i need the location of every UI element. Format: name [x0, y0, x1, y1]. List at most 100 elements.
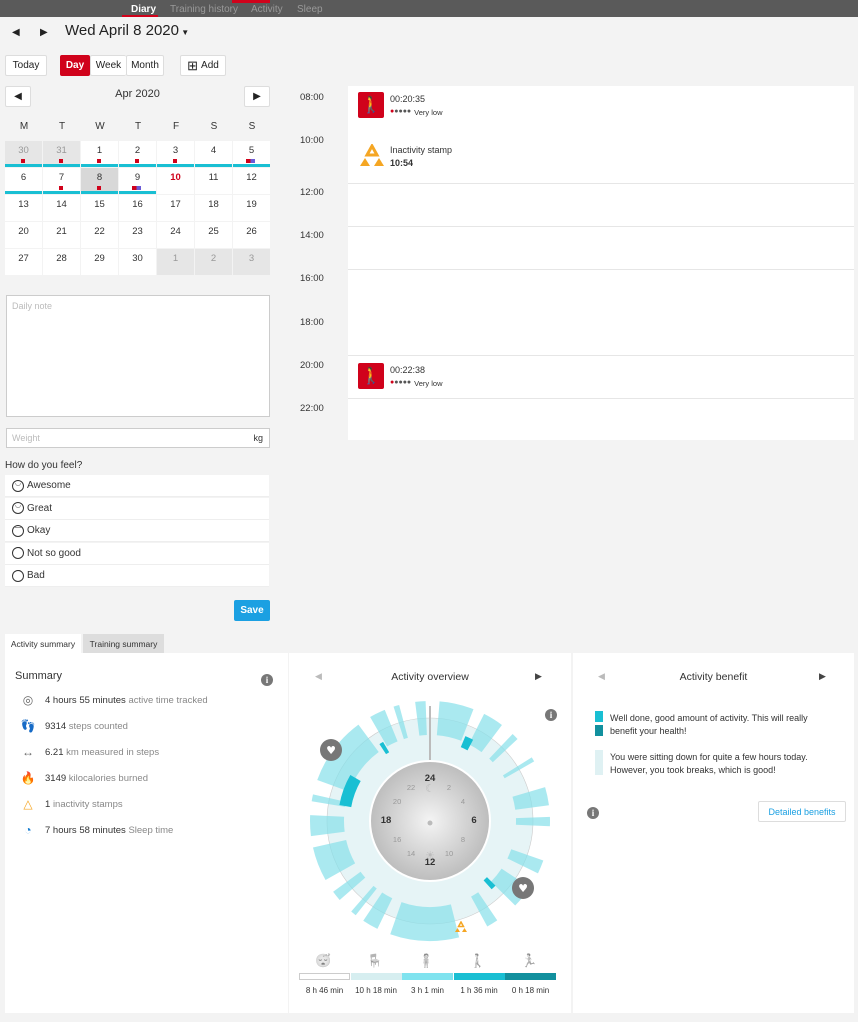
feel-option[interactable]: ◡ Awesome	[5, 475, 269, 497]
calendar-day[interactable]: 2	[195, 249, 232, 275]
calendar-day-number: 20	[18, 226, 29, 237]
calendar-day[interactable]: 12	[233, 168, 270, 194]
walking-activity-icon[interactable]: 🚶	[358, 363, 384, 389]
top-nav: Diary Training history Activity Sleep	[0, 0, 858, 17]
summary-row: △ 1 inactivity stamps	[20, 797, 122, 811]
today-button[interactable]: Today	[5, 55, 47, 76]
week-view-button[interactable]: Week	[90, 55, 126, 76]
daily-note-textarea[interactable]: Daily note	[6, 295, 270, 417]
timeline-row	[348, 269, 854, 270]
prev-overview-icon[interactable]: ◀	[315, 671, 322, 681]
calendar-day[interactable]: 22	[81, 222, 118, 248]
calendar-day[interactable]: 25	[195, 222, 232, 248]
calendar-day[interactable]: 23	[119, 222, 156, 248]
smiley-icon: —	[12, 524, 24, 537]
calendar-day[interactable]: 3	[157, 141, 194, 167]
next-day-icon[interactable]: ▶	[40, 27, 48, 38]
legend-label: 10 h 18 min	[355, 986, 397, 995]
next-month-icon[interactable]: ▶	[244, 86, 270, 107]
feel-option[interactable]: — Okay	[5, 520, 269, 542]
clock-minor-label: 8	[460, 835, 465, 844]
legend-swatch	[505, 973, 556, 980]
calendar-day[interactable]: 10	[157, 168, 194, 194]
calendar-day[interactable]: 18	[195, 195, 232, 221]
prev-month-icon[interactable]: ◀	[5, 86, 31, 107]
calendar-day[interactable]: 20	[5, 222, 42, 248]
calendar-day[interactable]: 8	[81, 168, 118, 194]
calendar-day[interactable]: 29	[81, 249, 118, 275]
next-benefit-icon[interactable]: ▶	[819, 671, 826, 681]
weight-input[interactable]: Weight kg	[6, 428, 270, 448]
activity-overview-panel: ◀ Activity overview ▶ i ♥ ♥ ☾ ☀ 😴 8 h 46 …	[289, 653, 571, 1013]
calendar-day[interactable]: 27	[5, 249, 42, 275]
calendar-day-number: 11	[208, 172, 219, 183]
detailed-benefits-button[interactable]: Detailed benefits	[758, 801, 846, 822]
calendar-day[interactable]: 19	[233, 195, 270, 221]
calendar-day[interactable]: 11	[195, 168, 232, 194]
calendar-day[interactable]: 2	[119, 141, 156, 167]
calendar-day[interactable]: 21	[43, 222, 80, 248]
calendar-day-number: 15	[94, 199, 105, 210]
calendar-day[interactable]: 4	[195, 141, 232, 167]
info-icon[interactable]: i	[261, 674, 273, 686]
calendar-day[interactable]: 14	[43, 195, 80, 221]
calendar-day-number: 2	[210, 253, 217, 264]
activity-bar	[233, 164, 270, 167]
tab-training-history[interactable]: Training history	[170, 4, 238, 15]
clock-hour-label: 18	[380, 815, 392, 826]
feel-option-label: Awesome	[27, 480, 71, 491]
svg-text:☾: ☾	[425, 782, 435, 795]
tab-activity-summary[interactable]: Activity summary	[5, 634, 81, 654]
calendar-day[interactable]: 17	[157, 195, 194, 221]
next-overview-icon[interactable]: ▶	[535, 671, 542, 681]
legend-swatch	[453, 973, 505, 980]
calendar-day[interactable]: 30	[119, 249, 156, 275]
day-view-button[interactable]: Day	[60, 55, 90, 76]
tab-sleep[interactable]: Sleep	[297, 4, 323, 15]
activity-bar	[119, 164, 156, 167]
svg-text:☀: ☀	[425, 849, 435, 862]
feel-option[interactable]: ⌒ Bad	[5, 565, 269, 587]
calendar-day-number: 23	[132, 226, 143, 237]
calendar-day[interactable]: 13	[5, 195, 42, 221]
tab-training-summary[interactable]: Training summary	[83, 634, 164, 654]
info-icon[interactable]: i	[545, 709, 557, 721]
calendar-day[interactable]: 3	[233, 249, 270, 275]
calendar-day[interactable]: 15	[81, 195, 118, 221]
feel-option[interactable]: ⌒ Not so good	[5, 542, 269, 565]
calendar-day[interactable]: 24	[157, 222, 194, 248]
calendar-day[interactable]: 26	[233, 222, 270, 248]
calendar-day[interactable]: 5	[233, 141, 270, 167]
calendar-day[interactable]: 1	[157, 249, 194, 275]
timeline-hour-label: 20:00	[300, 360, 324, 371]
date-picker[interactable]: Wed April 8 2020 ▼	[65, 22, 189, 39]
clock-minor-label: 10	[444, 848, 454, 858]
calendar-day[interactable]: 30	[5, 141, 42, 167]
calendar-day[interactable]: 7	[43, 168, 80, 194]
calendar-day[interactable]: 1	[81, 141, 118, 167]
add-button[interactable]: ⊞ Add	[180, 55, 226, 76]
prev-day-icon[interactable]: ◀	[12, 27, 20, 38]
calendar-day[interactable]: 31	[43, 141, 80, 167]
feel-option[interactable]: ◡ Great	[5, 497, 269, 520]
info-icon[interactable]: i	[587, 807, 599, 819]
calendar-day-number: 8	[96, 172, 103, 183]
tab-diary[interactable]: Diary	[131, 4, 157, 15]
walking-activity-icon[interactable]: 🚶	[358, 92, 384, 118]
activity-duration: 00:20:35	[390, 94, 426, 104]
month-view-button[interactable]: Month	[126, 55, 164, 76]
summary-value: 4 hours 55 minutes	[45, 694, 126, 706]
timeline-hour-label: 14:00	[300, 230, 324, 241]
calendar-day-number: 27	[18, 253, 29, 264]
calendar-day[interactable]: 28	[43, 249, 80, 275]
summary-row: ◎ 4 hours 55 minutes active time tracked	[20, 693, 208, 707]
calendar-day[interactable]: 9	[119, 168, 156, 194]
calendar-day[interactable]: 6	[5, 168, 42, 194]
weight-unit: kg	[253, 433, 263, 443]
inactivity-stamp-icon[interactable]	[358, 142, 386, 168]
calendar-day[interactable]: 16	[119, 195, 156, 221]
save-button[interactable]: Save	[234, 600, 270, 621]
activity-bar	[43, 164, 80, 167]
tab-activity[interactable]: Activity	[251, 4, 283, 15]
prev-benefit-icon[interactable]: ◀	[598, 671, 605, 681]
